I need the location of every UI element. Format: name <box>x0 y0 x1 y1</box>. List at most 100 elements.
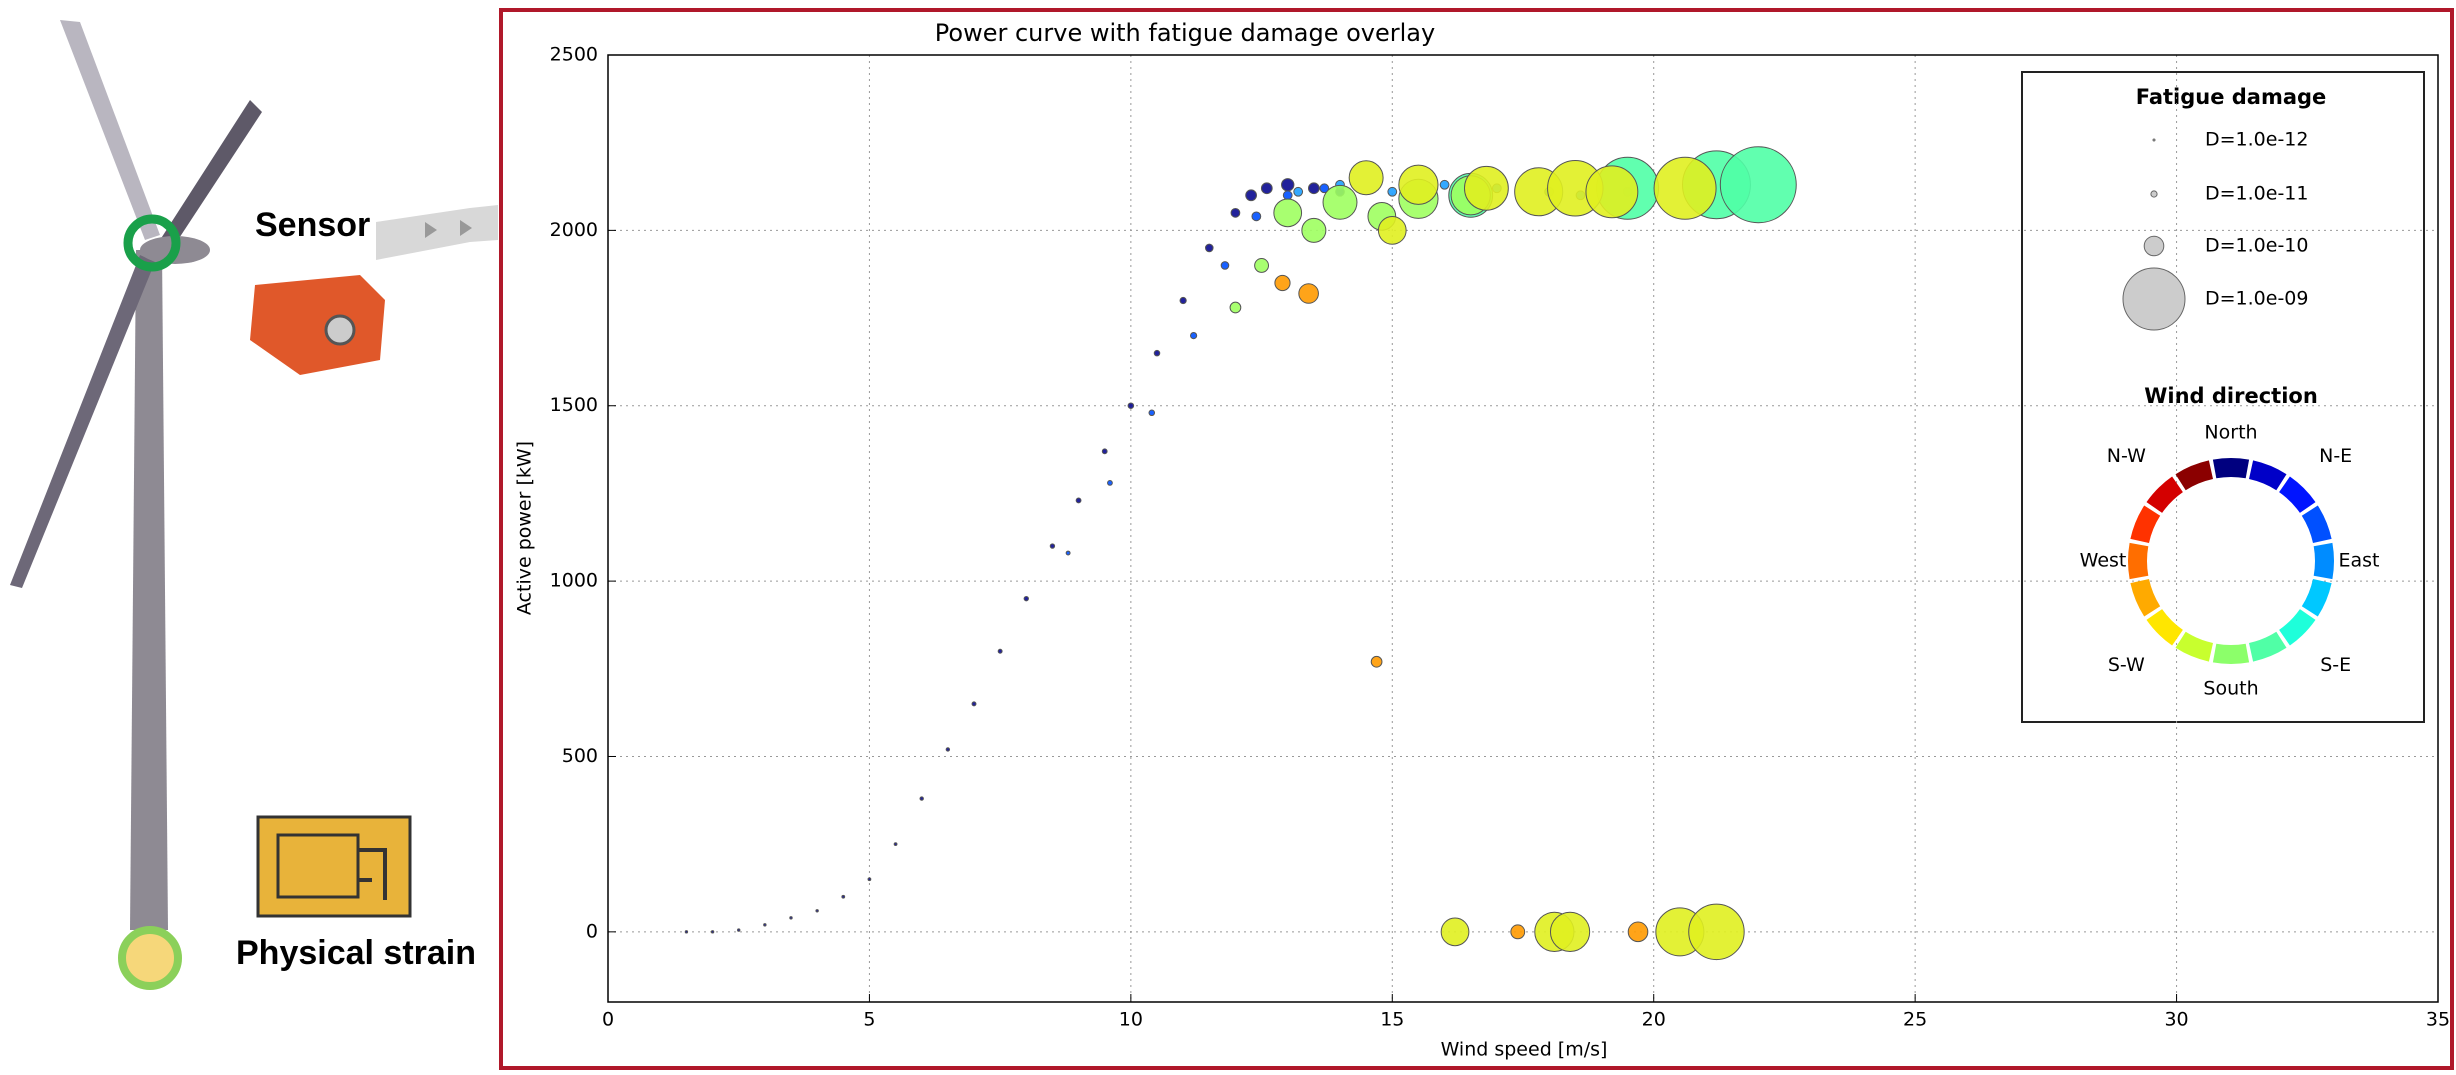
point <box>1348 160 1384 196</box>
point <box>1387 186 1398 197</box>
point <box>1273 198 1303 228</box>
x-tick-label: 25 <box>1903 1009 1927 1031</box>
point <box>1322 184 1358 220</box>
y-tick-label: 500 <box>562 745 598 767</box>
strain-label: Physical strain <box>236 934 476 972</box>
legend-entry: S-E <box>2320 654 2351 676</box>
legend-entry: West <box>2080 550 2127 572</box>
point <box>1627 921 1649 943</box>
arrow <box>376 205 498 260</box>
point <box>710 930 715 934</box>
point <box>1220 261 1230 270</box>
point <box>1439 179 1450 190</box>
point <box>893 842 898 847</box>
point <box>789 916 793 920</box>
legend-entry: North <box>2204 422 2257 444</box>
x-tick-label: 15 <box>1380 1009 1404 1031</box>
wheel-segment <box>2212 643 2250 665</box>
point <box>1101 448 1108 455</box>
point <box>1301 217 1327 243</box>
point <box>1719 146 1797 224</box>
point <box>1179 296 1187 305</box>
point <box>1510 924 1526 940</box>
y-tick-label: 1500 <box>550 394 598 416</box>
point <box>1245 189 1257 202</box>
wheel-segment <box>2212 457 2250 479</box>
point <box>1229 301 1242 314</box>
wheel-segment <box>2249 460 2287 491</box>
y-tick-label: 2500 <box>550 44 598 66</box>
wheel-segment <box>2175 631 2213 662</box>
size-legend-marker <box>2152 138 2156 142</box>
wheel-segment <box>2279 609 2316 646</box>
direction-legend-title: Wind direction <box>2144 384 2318 408</box>
size-legend-marker <box>2143 235 2165 257</box>
point <box>1281 178 1295 192</box>
point <box>1075 497 1082 504</box>
x-axis-label: Wind speed [m/s] <box>1441 1039 1608 1061</box>
x-tick-label: 35 <box>2426 1009 2450 1031</box>
size-legend-label: D=1.0e-12 <box>2205 129 2309 151</box>
point <box>1293 186 1304 197</box>
wheel-segment <box>2146 476 2183 513</box>
size-legend-label: D=1.0e-11 <box>2205 183 2309 205</box>
point <box>1065 550 1071 556</box>
point <box>737 928 741 932</box>
legend-entry: S-W <box>2108 654 2145 676</box>
point <box>1107 480 1113 486</box>
point <box>1463 165 1509 211</box>
wheel-segment <box>2175 460 2213 491</box>
wheel-segment <box>2301 505 2332 543</box>
point <box>1298 283 1319 304</box>
wheel-segment <box>2130 505 2161 543</box>
point <box>1307 182 1320 195</box>
point <box>1148 409 1156 417</box>
point <box>971 701 977 707</box>
point <box>1282 190 1293 201</box>
sensor-label: Sensor <box>255 206 370 244</box>
y-tick-label: 1000 <box>550 570 598 592</box>
strain-gauge-icon <box>256 815 412 918</box>
x-tick-label: 20 <box>1642 1009 1666 1031</box>
x-tick-label: 5 <box>863 1009 875 1031</box>
x-tick-label: 0 <box>602 1009 614 1031</box>
x-tick-label: 10 <box>1119 1009 1143 1031</box>
turbine <box>10 20 262 990</box>
wheel-segment <box>2313 542 2335 580</box>
point <box>1319 183 1330 194</box>
point <box>1653 156 1717 220</box>
point <box>997 648 1003 654</box>
y-tick-label: 0 <box>586 920 598 942</box>
size-legend-title: Fatigue damage <box>2136 85 2327 109</box>
wheel-segment <box>2301 579 2332 617</box>
point <box>1585 165 1639 219</box>
point <box>1204 243 1214 253</box>
point <box>867 877 872 882</box>
point <box>841 894 846 899</box>
legend-entry: East <box>2339 550 2380 572</box>
point <box>1230 207 1241 218</box>
sensor-icon <box>250 275 385 375</box>
plot-area <box>607 54 2439 1003</box>
size-legend-marker <box>2122 267 2186 331</box>
size-legend-label: D=1.0e-09 <box>2205 288 2309 310</box>
point <box>1153 349 1161 357</box>
point <box>1440 917 1470 947</box>
legend-entry: N-W <box>2107 445 2146 467</box>
wheel-segment <box>2146 609 2183 646</box>
point <box>1254 258 1270 273</box>
point <box>684 930 689 934</box>
wheel-segment <box>2249 631 2287 662</box>
y-tick-label: 2000 <box>550 219 598 241</box>
wheel-segment <box>2279 476 2316 513</box>
x-tick-label: 30 <box>2164 1009 2188 1031</box>
legend-entry: South <box>2203 678 2258 700</box>
point <box>1190 331 1198 340</box>
y-axis-label: Active power [kW] <box>514 441 536 615</box>
point <box>763 923 767 927</box>
wheel-segment <box>2127 542 2149 580</box>
point <box>1127 402 1135 410</box>
point <box>1377 216 1407 245</box>
